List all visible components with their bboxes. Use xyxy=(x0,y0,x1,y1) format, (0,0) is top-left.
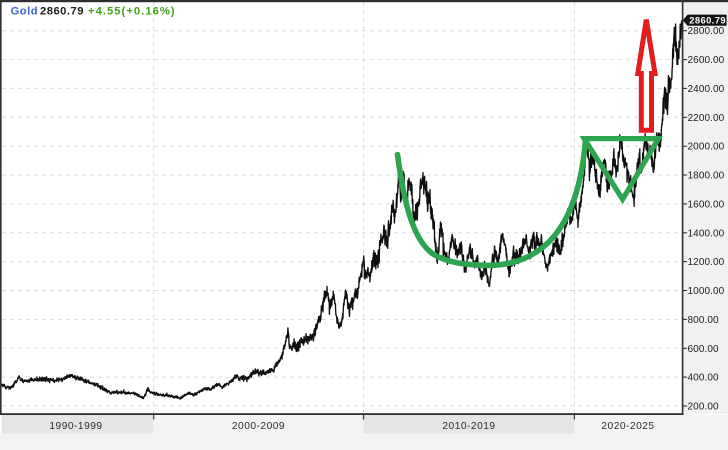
svg-text:1990-1999: 1990-1999 xyxy=(49,421,102,432)
svg-text:2200.00: 2200.00 xyxy=(688,113,725,124)
svg-text:1400.00: 1400.00 xyxy=(688,228,725,239)
svg-text:2600.00: 2600.00 xyxy=(688,55,725,66)
svg-text:600.00: 600.00 xyxy=(688,344,720,355)
svg-text:2010-2019: 2010-2019 xyxy=(442,421,495,432)
svg-text:200.00: 200.00 xyxy=(688,402,720,413)
svg-text:2000.00: 2000.00 xyxy=(688,142,725,153)
svg-text:400.00: 400.00 xyxy=(688,373,720,384)
svg-text:1800.00: 1800.00 xyxy=(688,171,725,182)
svg-text:2400.00: 2400.00 xyxy=(688,84,725,95)
svg-text:1200.00: 1200.00 xyxy=(688,257,725,268)
svg-text:2020-2025: 2020-2025 xyxy=(601,421,654,432)
svg-text:2860.79: 2860.79 xyxy=(40,5,84,17)
svg-text:+4.55(+0.16%): +4.55(+0.16%) xyxy=(88,5,176,17)
svg-text:Gold: Gold xyxy=(11,5,38,17)
svg-text:2000-2009: 2000-2009 xyxy=(232,421,285,432)
svg-text:2800.00: 2800.00 xyxy=(688,26,725,37)
svg-text:2860.79: 2860.79 xyxy=(689,15,726,26)
svg-text:1600.00: 1600.00 xyxy=(688,199,725,210)
svg-text:800.00: 800.00 xyxy=(688,315,720,326)
svg-text:1000.00: 1000.00 xyxy=(688,286,725,297)
